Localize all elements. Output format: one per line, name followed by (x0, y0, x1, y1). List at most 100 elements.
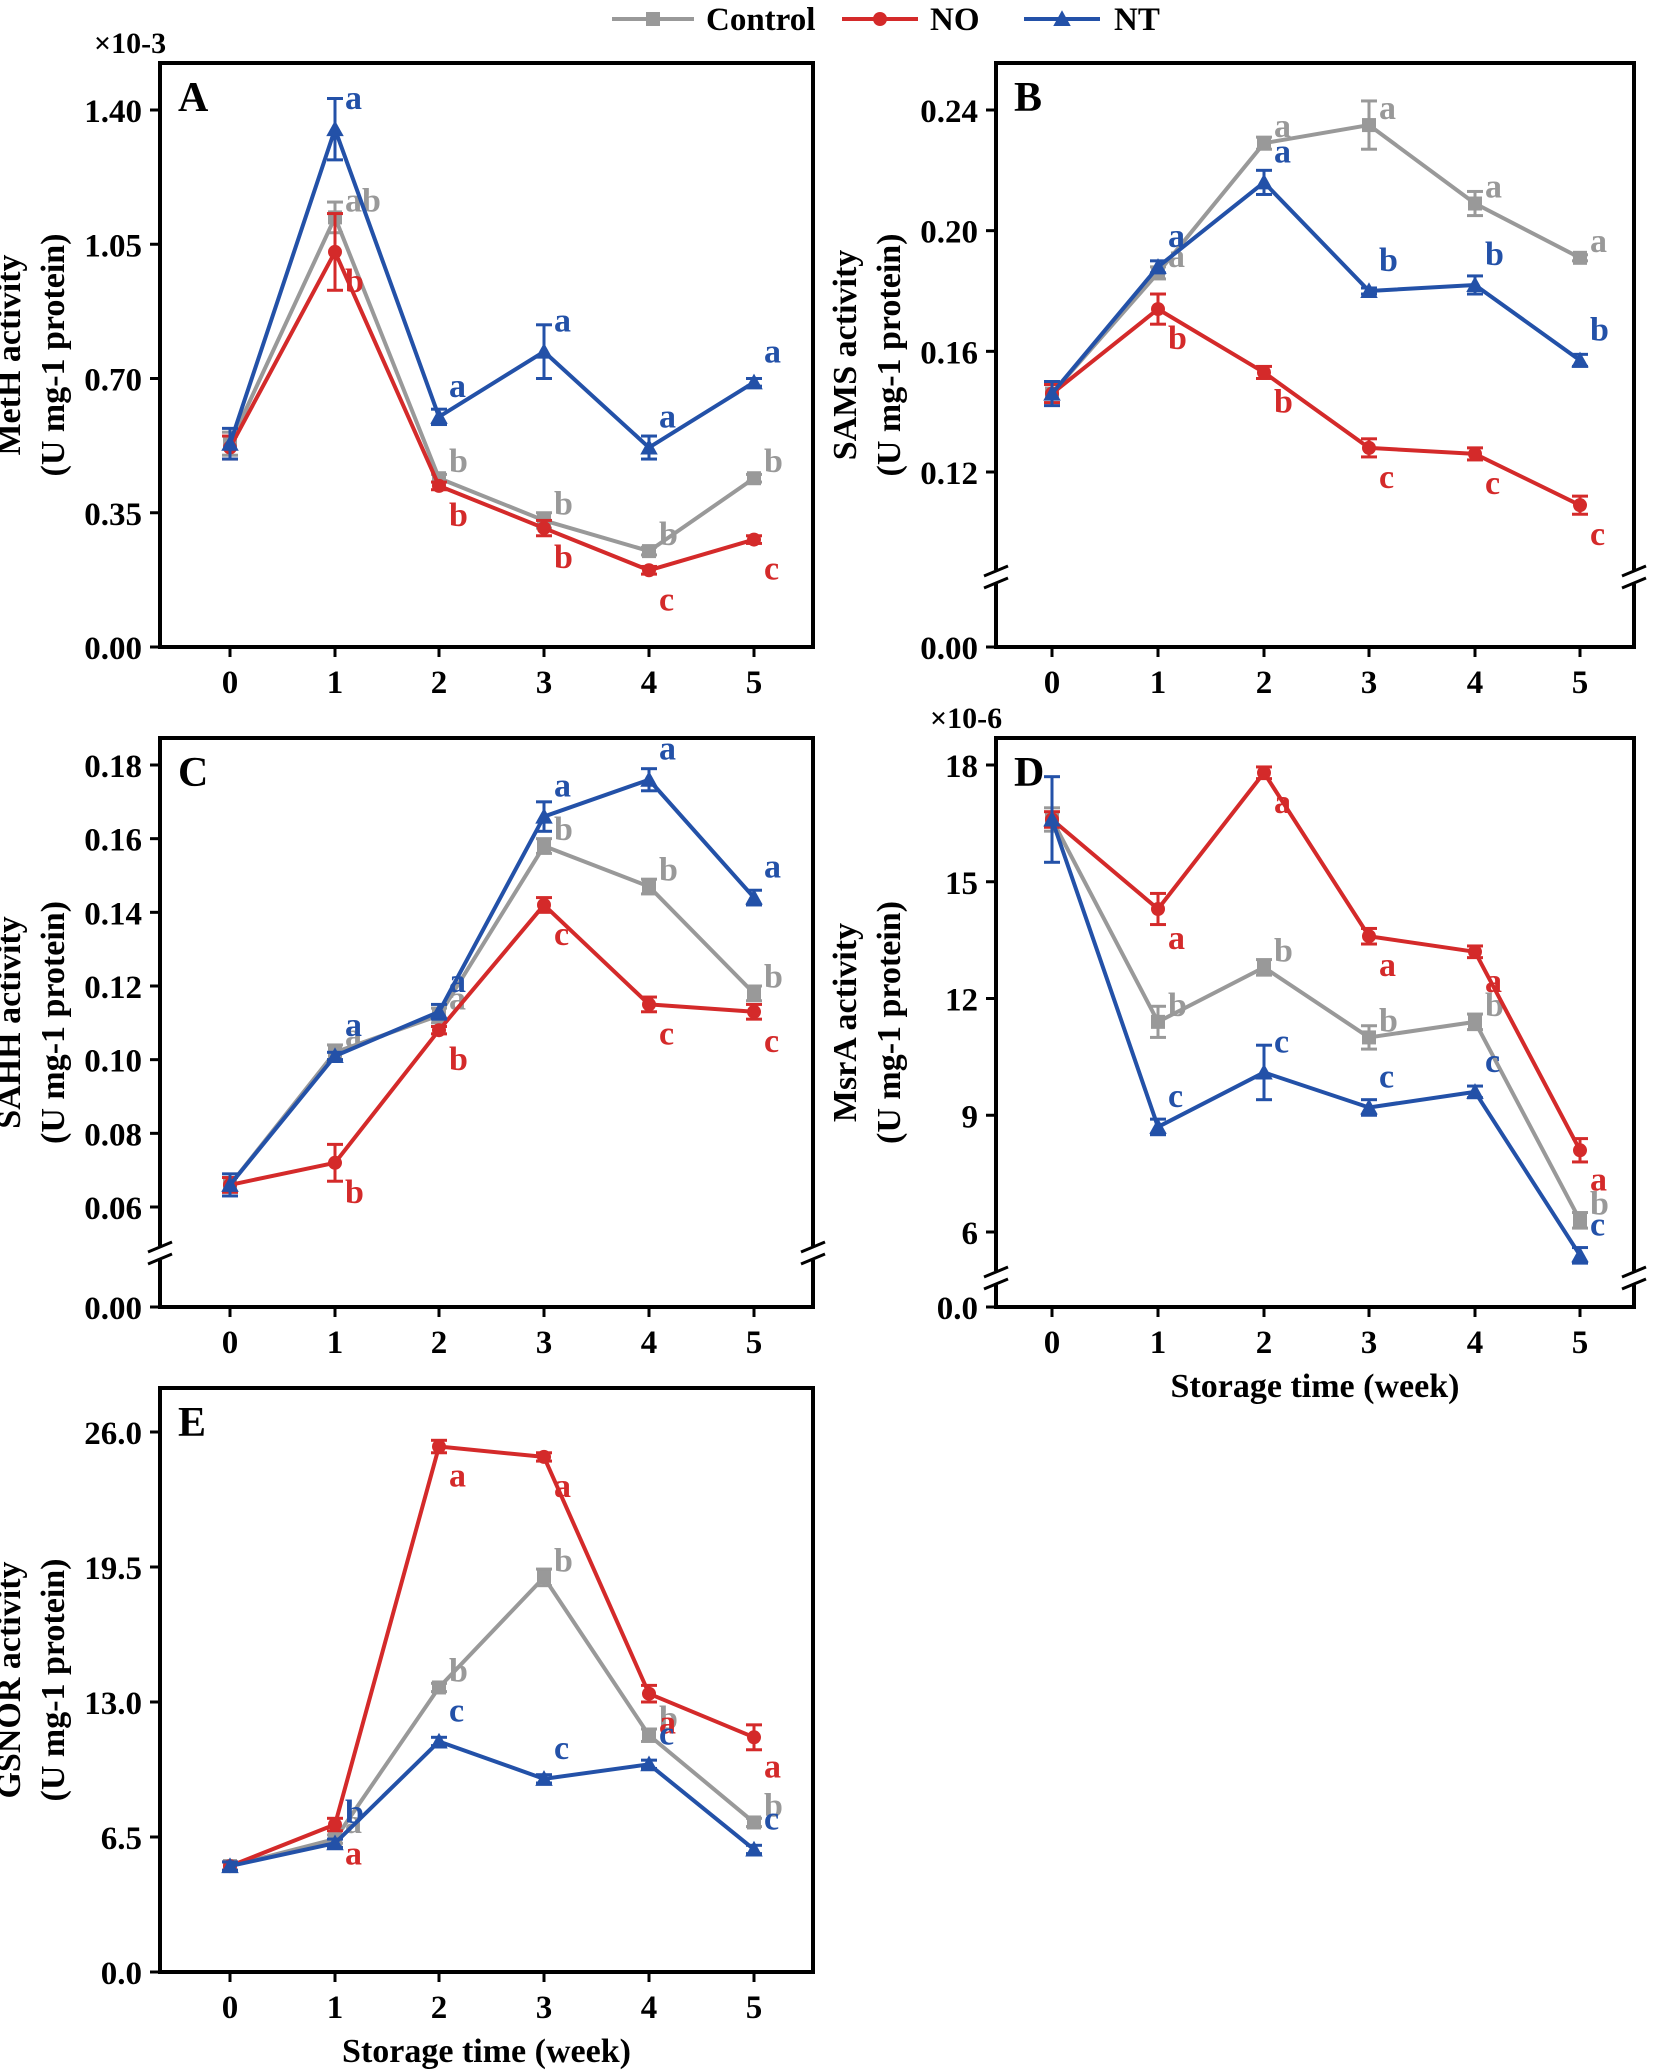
significance-letter: b (554, 539, 573, 576)
y-tick-label: 13.0 (84, 1686, 142, 1722)
y-tick-label-zero: 0.0 (937, 1291, 978, 1327)
y-axis-label: MsrA activity (827, 923, 864, 1122)
x-axis-label: Storage time (week) (342, 2033, 631, 2070)
data-point (221, 434, 239, 451)
significance-letter: a (659, 399, 676, 436)
data-point (1362, 1030, 1376, 1045)
significance-letter: c (1590, 1206, 1605, 1243)
significance-letter: a (449, 980, 466, 1017)
series-line (229, 1575, 756, 1869)
data-point (537, 521, 551, 536)
y-axis-label: GSNOR activity (0, 1561, 28, 1798)
x-tick-label: 4 (641, 1325, 658, 1361)
data-point (1573, 1143, 1587, 1158)
series-line (228, 844, 756, 1187)
y-tick-label: 0.16 (84, 823, 142, 859)
data-point (1573, 1213, 1587, 1228)
data-point (1043, 810, 1061, 827)
significance-letter: a (1485, 169, 1502, 206)
series-line (1050, 770, 1582, 1152)
significance-letter: b (345, 1174, 364, 1211)
panel-letter: A (178, 75, 209, 121)
y-tick-label: 6.5 (101, 1821, 142, 1857)
y-tick-label: 1.40 (84, 94, 142, 130)
data-point (221, 1176, 239, 1192)
significance-letter: c (1485, 465, 1500, 502)
x-tick-label: 1 (1150, 1325, 1167, 1361)
y-tick-label: 18 (945, 749, 978, 785)
axis-break-mark (1621, 1265, 1647, 1279)
series-line (228, 215, 756, 554)
y-tick-label: 6 (962, 1216, 979, 1252)
data-point (642, 997, 656, 1012)
y-tick-label: 0.16 (920, 335, 978, 371)
series-line (229, 1444, 755, 1868)
significance-letter: b (554, 1542, 573, 1579)
significance-letter: a (554, 303, 571, 340)
data-point (747, 986, 761, 1001)
legend-label: Control (706, 2, 815, 38)
x-tick-label: 5 (1572, 665, 1589, 701)
significance-letter: b (1168, 987, 1187, 1024)
scale-note: ×10-3 (94, 27, 166, 60)
data-point (1571, 1246, 1589, 1263)
series-nt: aab bb (1043, 133, 1609, 408)
data-point (642, 1686, 656, 1701)
series-line (228, 127, 756, 450)
data-point (642, 563, 656, 578)
data-point (1362, 118, 1376, 133)
data-point (1043, 384, 1061, 401)
x-tick-label: 3 (536, 1325, 553, 1361)
x-tick-label: 4 (1467, 665, 1484, 701)
panel-e: 0.0 6.5 13.0 19.5 26.0 0 1 2 3 4 5 E GSNOR activity(… (0, 1386, 815, 2070)
y-axis-unit: (U mg-1 protein) (871, 234, 908, 477)
x-axis-label: Storage time (week) (1171, 1368, 1460, 1405)
significance-letter: a (345, 1836, 362, 1873)
significance-letter: a (659, 731, 676, 768)
significance-letter: c (554, 916, 569, 953)
data-point (328, 1155, 342, 1170)
data-point (328, 244, 342, 259)
data-point (432, 1680, 446, 1695)
significance-letter: a (1485, 963, 1502, 1000)
significance-letter: a (1274, 133, 1291, 170)
data-point (432, 478, 446, 493)
data-point (326, 1834, 344, 1851)
significance-letter: c (1590, 516, 1605, 553)
significance-letter: a (1168, 218, 1185, 255)
data-point (1151, 901, 1165, 916)
data-point (1257, 365, 1271, 380)
y-tick-label: 0.20 (920, 215, 978, 251)
significance-letter: b (345, 263, 364, 300)
significance-letter: b (345, 1794, 364, 1831)
series-no: a a a a a (1044, 765, 1607, 1198)
y-axis-label: SAMS activity (827, 250, 864, 461)
y-axis-label: MetH activity (0, 254, 28, 455)
y-tick-label: 0.12 (84, 970, 142, 1006)
significance-letter: c (449, 1692, 464, 1729)
significance-letter: c (1485, 1043, 1500, 1080)
data-point (1468, 196, 1482, 211)
series-no: a a a a a (222, 1438, 781, 1874)
significance-letter: c (1379, 459, 1394, 496)
y-tick-label: 9 (962, 1099, 979, 1135)
significance-letter: c (659, 1015, 674, 1052)
y-tick-label: 0.14 (84, 896, 142, 932)
data-point (1257, 136, 1271, 151)
y-tick-label: 0.06 (84, 1191, 142, 1227)
significance-letter: b (1274, 932, 1293, 969)
significance-letter: b (554, 811, 573, 848)
data-point (326, 1047, 344, 1063)
data-point (1151, 1014, 1165, 1029)
panel-a: 0.00 0.35 0.70 1.05 1.40 0 1 2 3 4 5 A ×10-3 MetH act… (0, 27, 815, 701)
data-point (1466, 276, 1484, 292)
x-tick-label: 2 (1256, 665, 1273, 701)
significance-letter: b (764, 1787, 783, 1824)
x-tick-label: 0 (1044, 665, 1061, 701)
series-nt: bcc cc (221, 1692, 779, 1874)
plot-frame (994, 61, 1636, 649)
significance-letter: c (554, 1730, 569, 1767)
axis-break-mark (983, 1277, 1009, 1291)
